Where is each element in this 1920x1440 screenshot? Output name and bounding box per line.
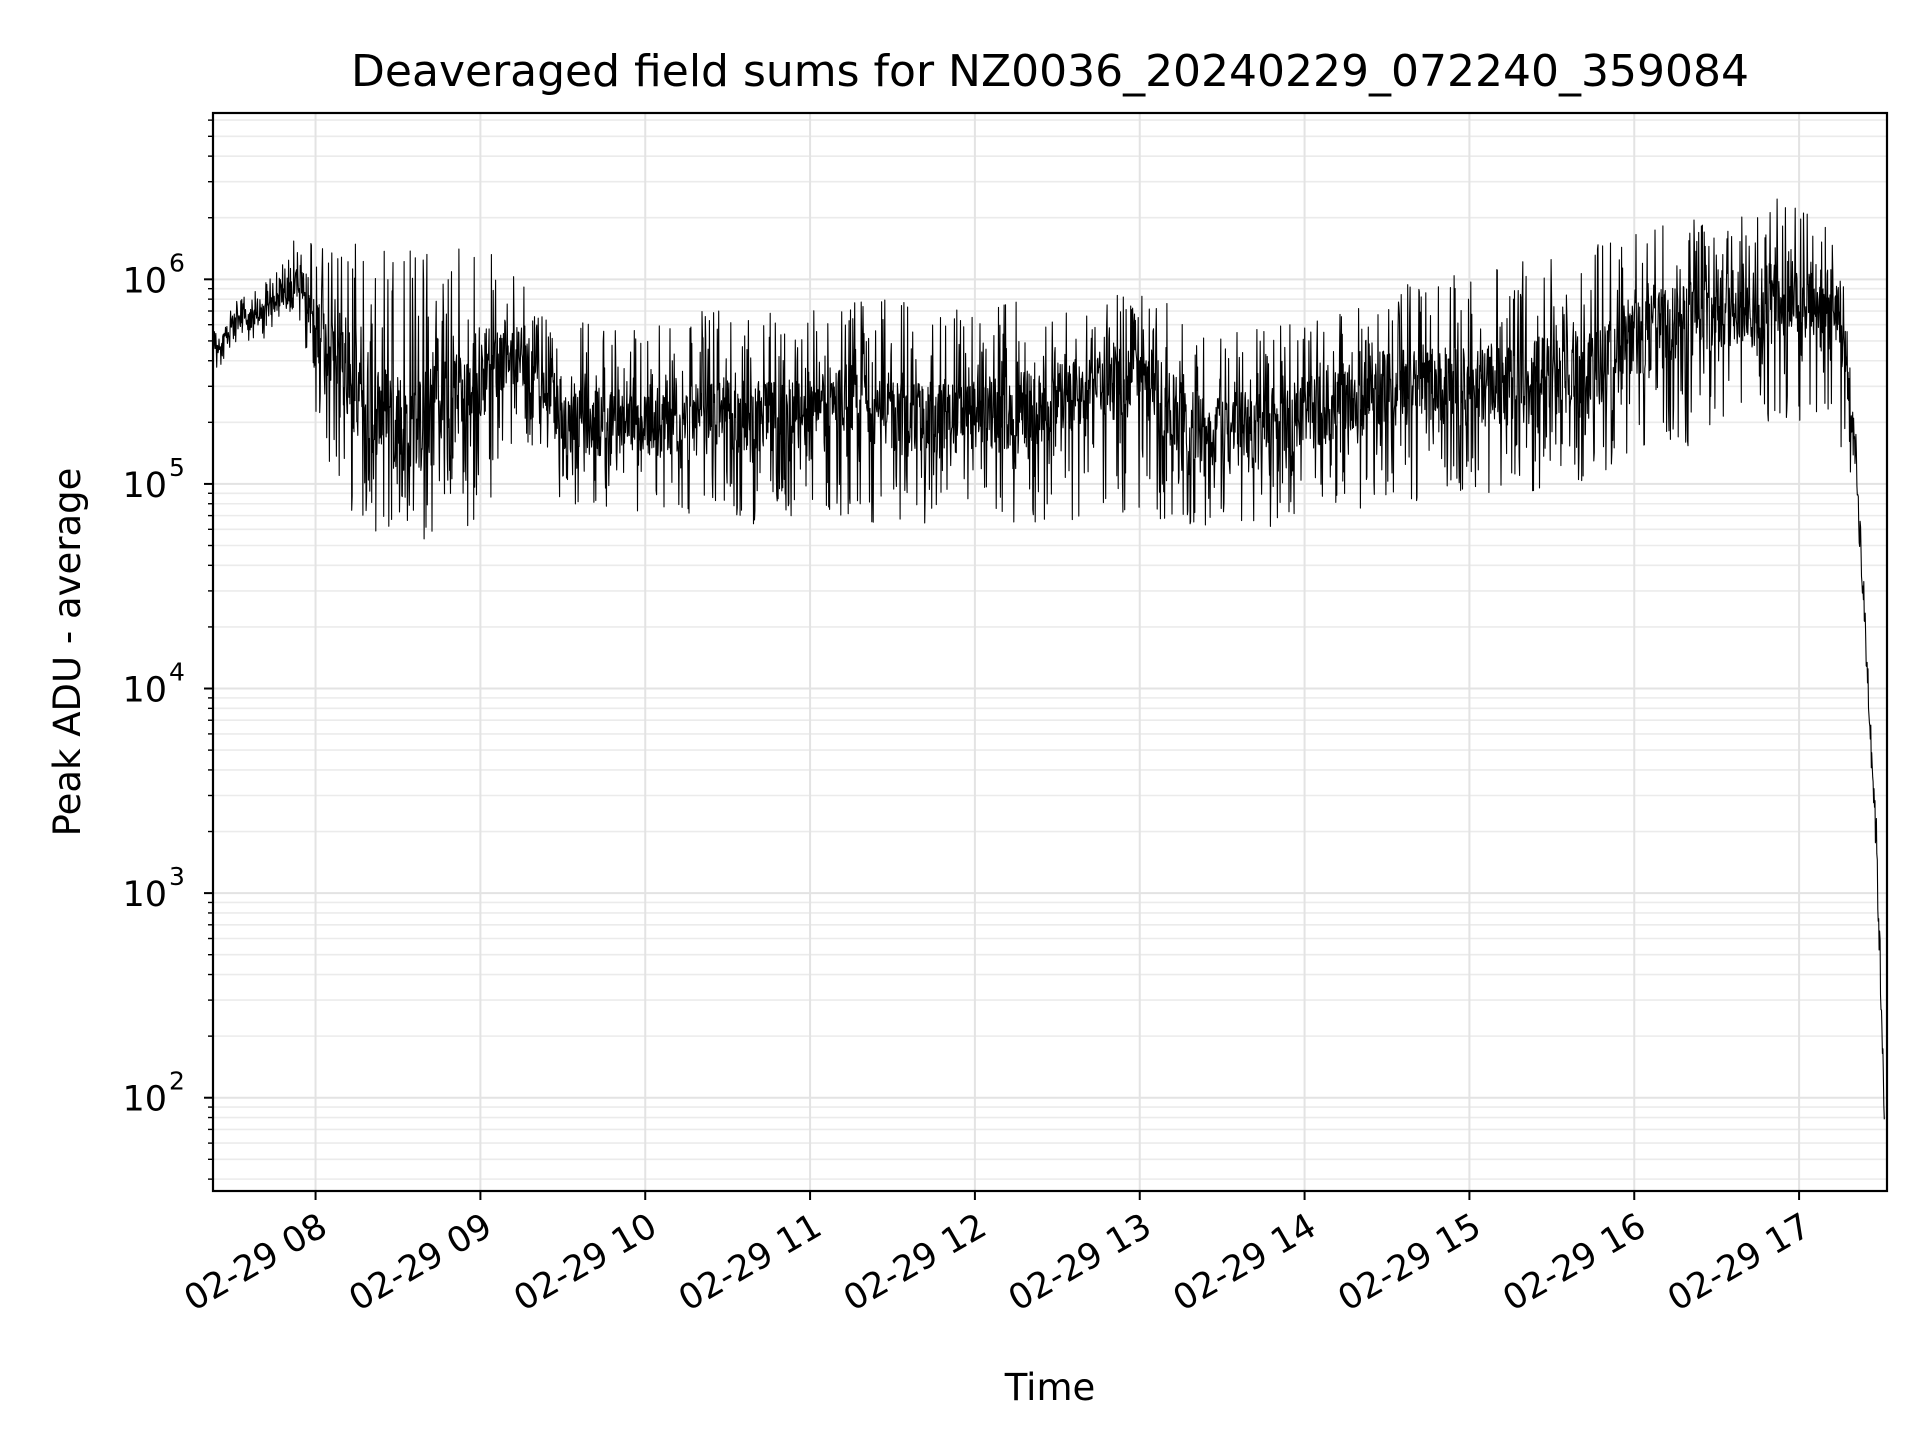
chart-title: Deaveraged field sums for NZ0036_2024022… bbox=[351, 46, 1749, 97]
y-tick-exponent: 5 bbox=[169, 453, 185, 482]
grid bbox=[213, 113, 1887, 1191]
series-line bbox=[213, 198, 1885, 1120]
plot-frame bbox=[211, 111, 1889, 1193]
y-tick-exponent: 6 bbox=[169, 248, 185, 277]
y-tick-exponent: 2 bbox=[169, 1067, 185, 1096]
y-tick-exponent: 3 bbox=[169, 862, 185, 891]
y-tick-exponent: 4 bbox=[169, 658, 185, 687]
x-axis-label: Time bbox=[1004, 1366, 1096, 1409]
series-layer bbox=[213, 198, 1885, 1120]
y-axis-label: Peak ADU - average bbox=[46, 468, 89, 837]
